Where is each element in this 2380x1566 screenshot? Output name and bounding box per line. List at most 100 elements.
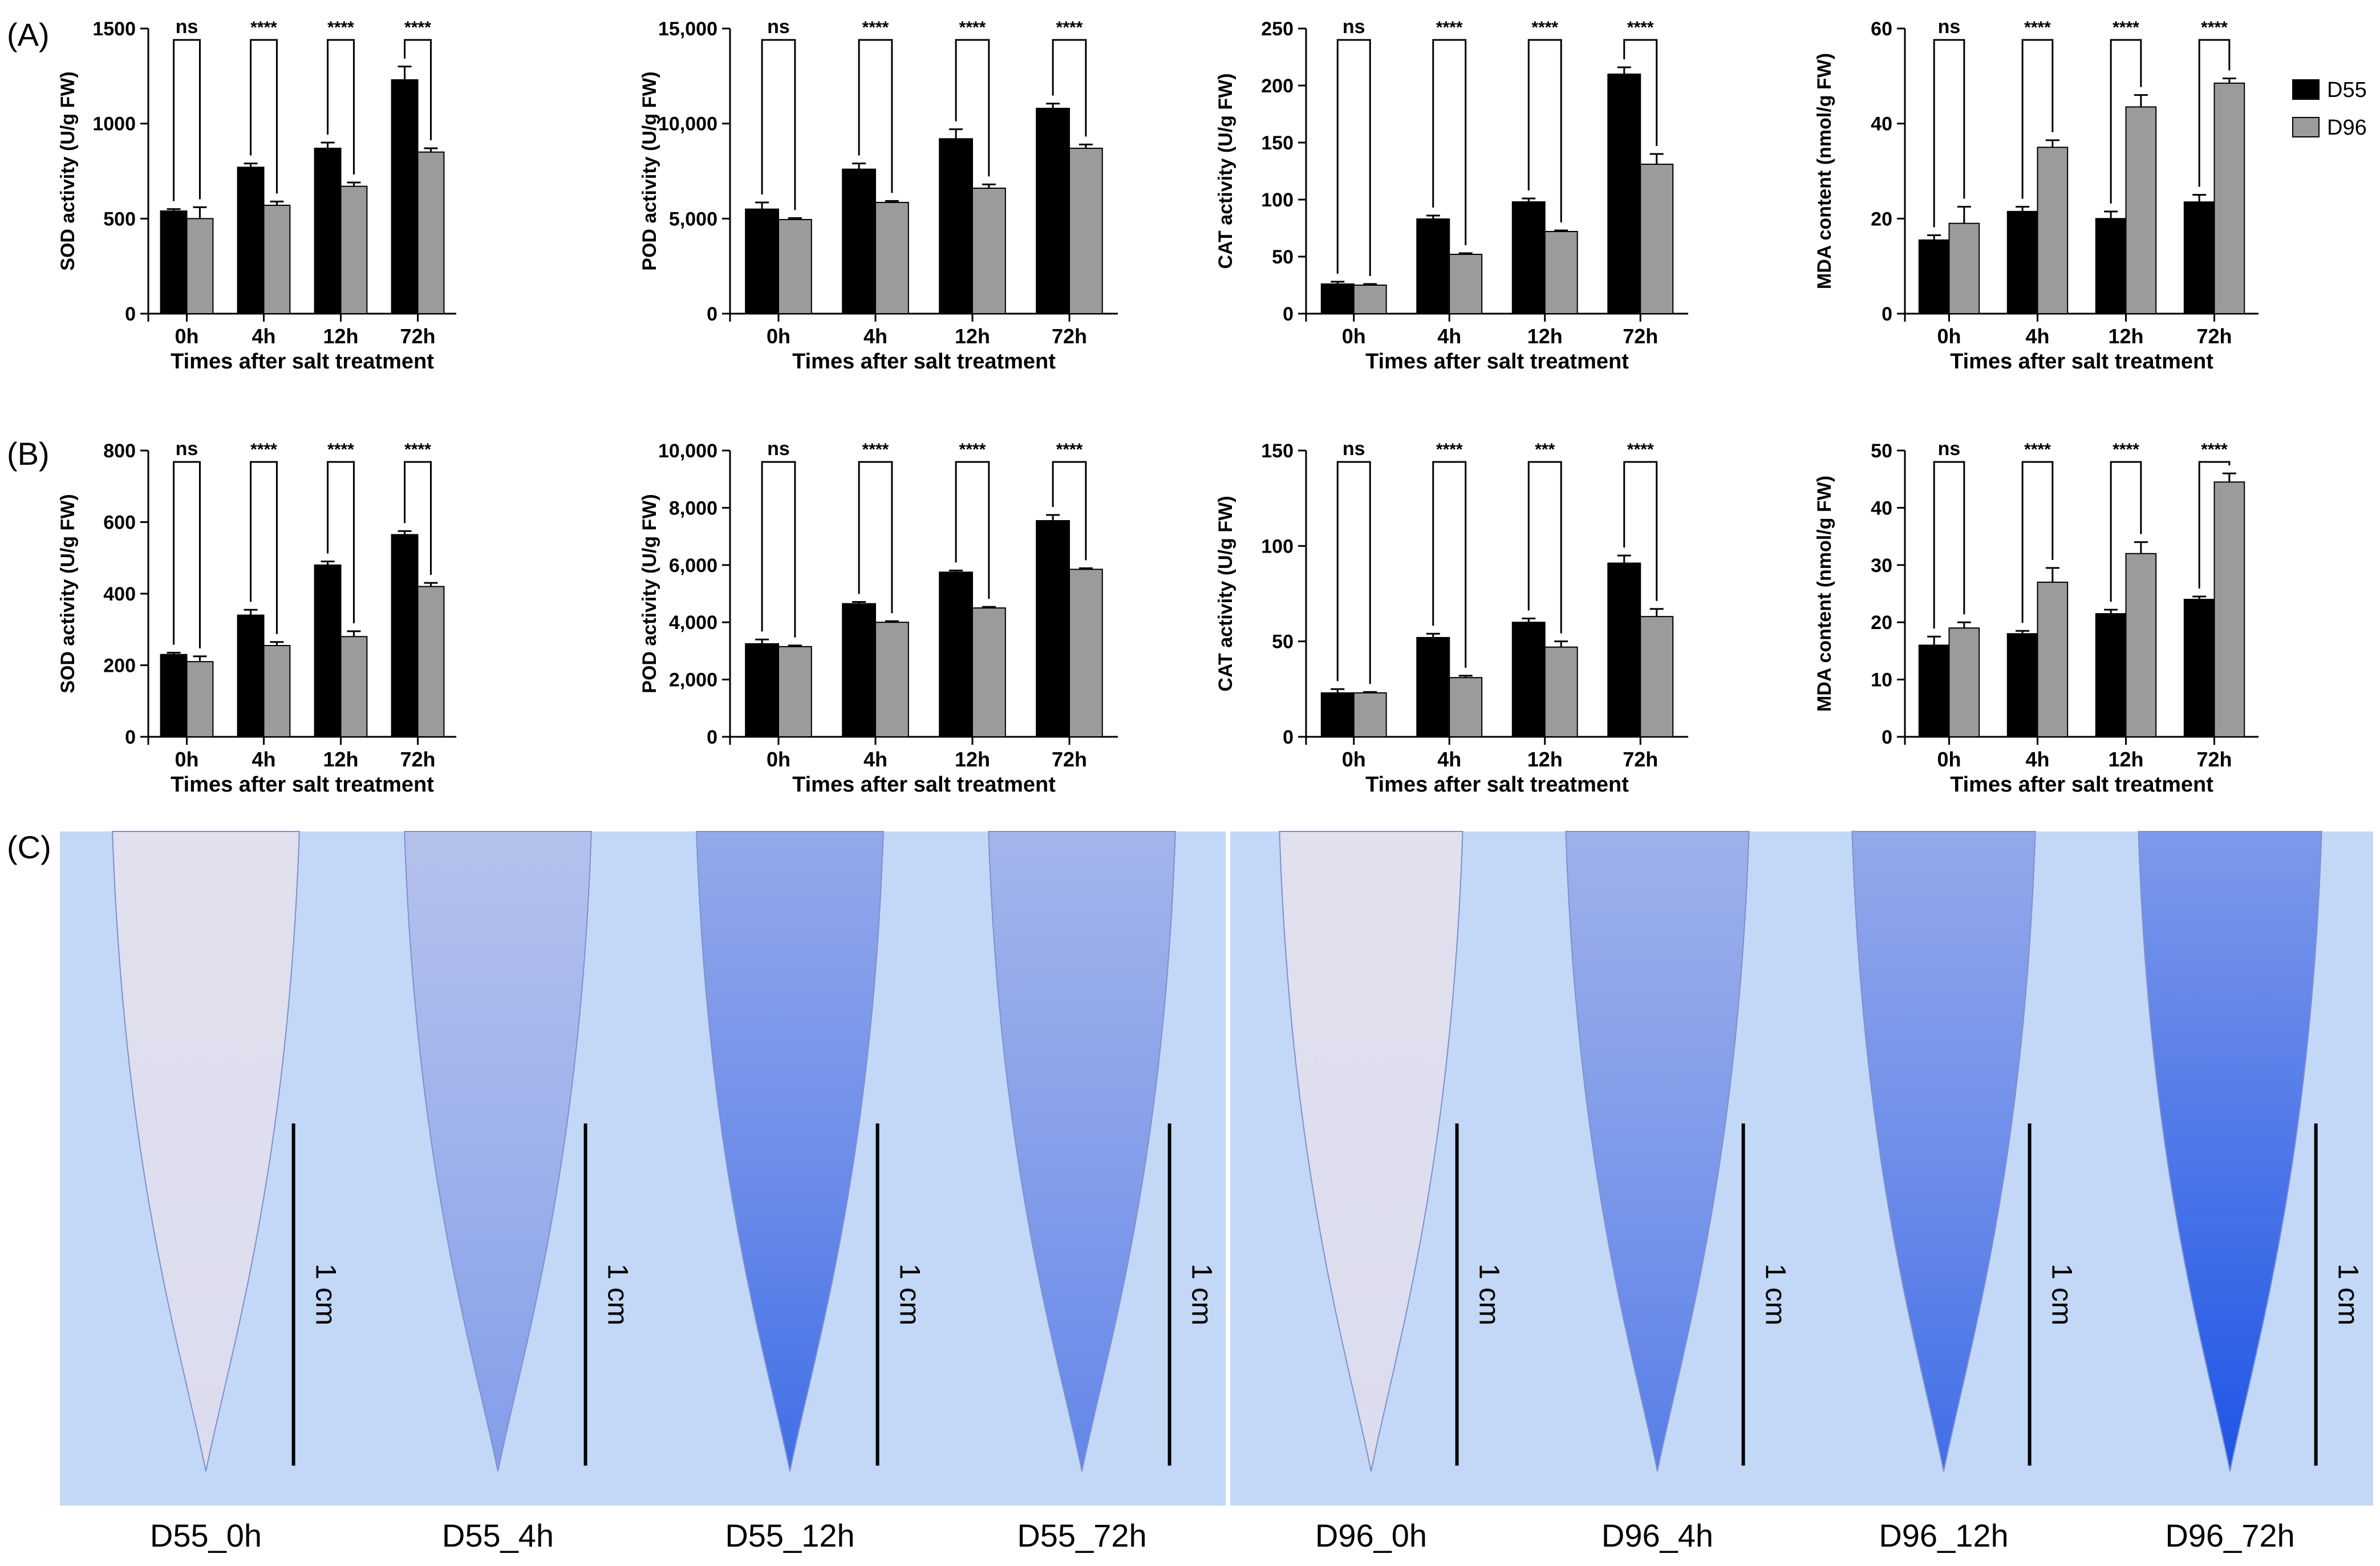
- bar-d96-0h: [1353, 692, 1387, 737]
- significance-bracket: [2110, 39, 2142, 204]
- scale-bar-label: 1 cm: [310, 1264, 342, 1325]
- y-tick-label: 500: [103, 208, 136, 230]
- y-tick-label: 40: [1871, 113, 1892, 135]
- significance-bracket: [1623, 461, 1658, 601]
- significance-bracket: [1933, 461, 1965, 629]
- significance-bracket: [1623, 39, 1658, 146]
- x-tick-label: 4h: [863, 748, 887, 771]
- bar-d55-12h: [939, 138, 973, 314]
- y-tick-label: 60: [1871, 18, 1892, 40]
- x-tick-label: 72h: [400, 748, 435, 771]
- legend-label-d55: D55: [2327, 78, 2367, 102]
- y-tick-label: 0: [125, 303, 136, 325]
- y-tick-label: 4,000: [669, 612, 717, 634]
- x-tick-label: 72h: [1623, 748, 1658, 771]
- y-tick-label: 1000: [92, 113, 136, 135]
- x-tick-label: 0h: [767, 748, 790, 771]
- bar-d96-12h: [1544, 646, 1578, 737]
- bar-d55-0h: [160, 654, 188, 738]
- y-tick-label: 50: [1272, 631, 1294, 653]
- significance-bracket: [1432, 461, 1467, 668]
- significance-label: ****: [1627, 440, 1654, 459]
- significance-bracket: [327, 461, 355, 623]
- x-tick-label: 0h: [767, 324, 790, 348]
- x-tick-label: 0h: [1937, 324, 1961, 348]
- y-tick-label: 10,000: [658, 113, 717, 135]
- bar-d96-12h: [2125, 553, 2157, 737]
- significance-bracket: [404, 39, 432, 140]
- root-tip: [2138, 831, 2322, 1472]
- bar-d96-72h: [1069, 148, 1103, 314]
- bar-d55-0h: [1918, 644, 1950, 737]
- significance-bracket: [858, 39, 893, 193]
- bar-d55-4h: [237, 614, 265, 738]
- y-tick-label: 100: [1261, 535, 1294, 557]
- bar-d96-4h: [2037, 581, 2069, 737]
- bar-d96-72h: [1069, 569, 1103, 738]
- x-axis-title: Times after salt treatment: [1950, 773, 2213, 797]
- x-axis-title: Times after salt treatment: [792, 350, 1056, 374]
- root-tip: [112, 831, 300, 1472]
- y-axis-title: SOD activity (U/g FW): [57, 71, 79, 270]
- chart-a-1: 0 500 1000 1500 0h ns 4h **** 12h **** 72h **** Time…: [57, 16, 456, 374]
- bar-d55-4h: [842, 168, 876, 314]
- bar-d55-72h: [1607, 74, 1641, 314]
- y-tick-label: 20: [1871, 612, 1892, 634]
- y-tick-label: 200: [1261, 75, 1294, 97]
- significance-label: ****: [1056, 440, 1083, 459]
- y-tick-label: 0: [1882, 303, 1892, 325]
- x-tick-label: 72h: [2196, 748, 2232, 771]
- scale-bar-label: 1 cm: [1474, 1264, 1506, 1325]
- y-tick-label: 0: [707, 727, 717, 748]
- bar-d96-72h: [1640, 616, 1674, 738]
- significance-label: ****: [1531, 18, 1558, 37]
- bar-d55-4h: [2006, 210, 2038, 315]
- significance-label: ns: [1343, 438, 1365, 460]
- bar-d55-72h: [1607, 562, 1641, 737]
- photo-panel-d96_72h: 1 cm D96_72h: [2087, 831, 2373, 1553]
- x-tick-label: 4h: [863, 324, 887, 348]
- x-tick-label: 12h: [323, 324, 358, 348]
- significance-bracket: [2198, 461, 2231, 589]
- y-tick-label: 5,000: [669, 208, 717, 230]
- x-tick-label: 4h: [252, 748, 275, 771]
- y-axis-title: MDA content (nmol/g FW): [1814, 53, 1835, 289]
- x-axis-title: Times after salt treatment: [792, 773, 1056, 797]
- y-tick-label: 15,000: [658, 18, 717, 40]
- x-tick-label: 12h: [955, 324, 990, 348]
- significance-label: ***: [1535, 440, 1555, 459]
- bar-d96-4h: [263, 644, 291, 738]
- y-tick-label: 800: [103, 440, 136, 462]
- photo-panel-d96_0h: 1 cm D96_0h: [1228, 831, 1514, 1553]
- y-tick-label: 0: [1283, 303, 1294, 325]
- significance-bracket: [1052, 39, 1087, 137]
- chart-b-4: 0 10 20 30 40 50 0h ns 4h **** 12h **** 72h **** Times…: [1814, 438, 2259, 797]
- y-tick-label: 30: [1871, 555, 1892, 577]
- bar-d96-72h: [417, 151, 445, 314]
- significance-bracket: [1527, 39, 1562, 222]
- legend-swatch-d55: [2292, 79, 2320, 100]
- bar-d96-4h: [875, 622, 909, 737]
- significance-label: ****: [250, 440, 277, 459]
- y-tick-label: 2,000: [669, 670, 717, 691]
- root-tip: [696, 831, 884, 1472]
- image-caption: D55_0h: [150, 1518, 262, 1553]
- significance-bracket: [1432, 39, 1467, 245]
- image-caption: D55_12h: [725, 1518, 854, 1553]
- bar-d96-4h: [2037, 147, 2069, 314]
- significance-bracket: [955, 39, 990, 177]
- y-tick-label: 600: [103, 512, 136, 534]
- y-tick-label: 150: [1261, 132, 1294, 154]
- y-tick-label: 10,000: [658, 440, 717, 462]
- photo-panel-d96_4h: 1 cm D96_4h: [1514, 831, 1801, 1553]
- significance-bracket: [2021, 461, 2054, 623]
- bar-d96-4h: [1449, 254, 1483, 314]
- significance-label: ns: [1938, 16, 1961, 38]
- y-tick-label: 100: [1261, 189, 1294, 211]
- bar-d96-4h: [263, 205, 291, 314]
- bar-d96-12h: [972, 188, 1006, 314]
- y-tick-label: 0: [1882, 727, 1892, 748]
- significance-label: ****: [2024, 440, 2051, 459]
- bar-d96-0h: [778, 219, 812, 314]
